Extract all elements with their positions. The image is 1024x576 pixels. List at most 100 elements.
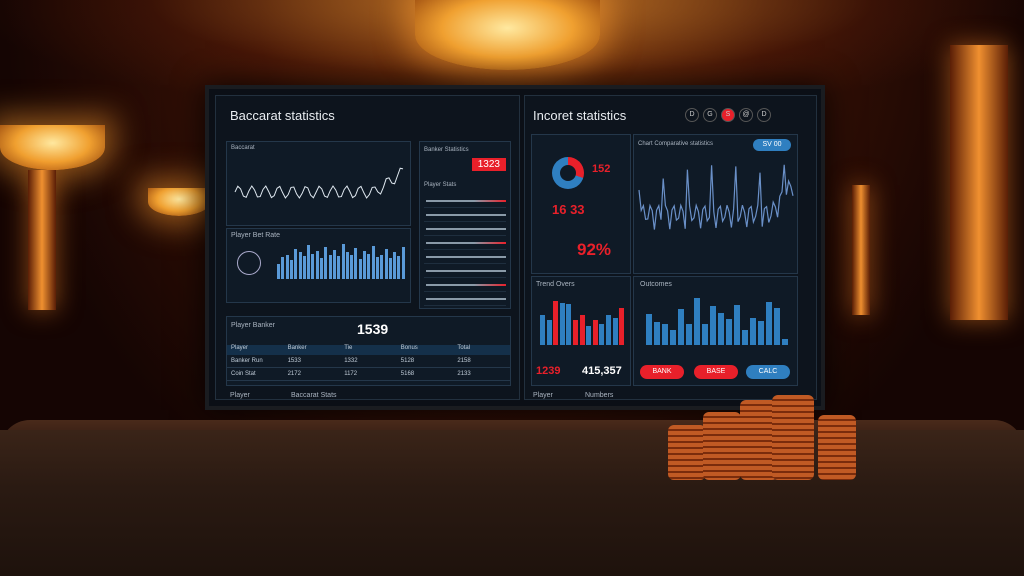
bar xyxy=(734,305,740,345)
bar xyxy=(358,259,362,279)
bar xyxy=(298,252,302,279)
list-item xyxy=(424,222,506,236)
bar xyxy=(702,324,708,345)
bar xyxy=(546,320,552,345)
bar xyxy=(320,257,323,279)
table-cell: 1533 xyxy=(287,358,301,364)
bar xyxy=(367,253,371,279)
bar xyxy=(686,324,692,345)
calc-button[interactable]: CALC xyxy=(746,365,790,379)
bar xyxy=(766,302,772,345)
bar xyxy=(294,248,298,279)
bar xyxy=(371,246,375,279)
bar-group xyxy=(277,244,407,279)
toolbar-button[interactable]: @ xyxy=(739,108,753,122)
table-cell: 5168 xyxy=(400,371,415,377)
wall-light-right xyxy=(950,45,1008,320)
table-cell: 2133 xyxy=(457,371,471,377)
bar xyxy=(337,256,341,279)
bar xyxy=(742,330,748,345)
list-item xyxy=(424,236,506,250)
comparative-chart: Chart Comparative statistics SV 00 xyxy=(633,134,798,274)
toolbar-button[interactable]: G xyxy=(703,108,717,122)
bar xyxy=(311,253,315,279)
bar xyxy=(726,319,732,345)
bar xyxy=(345,252,349,279)
dashboard-monitor: Baccarat statistics Baccarat Player Bet … xyxy=(205,85,825,410)
donut-chart xyxy=(552,157,584,189)
bar xyxy=(375,257,379,279)
list-item xyxy=(424,264,506,278)
bar xyxy=(750,317,756,345)
line-chart-svg xyxy=(234,167,404,199)
column-header: Player xyxy=(231,345,249,351)
bar xyxy=(654,322,660,345)
bar-chart: Player Bet Rate xyxy=(226,228,411,303)
toolbar-button[interactable]: D xyxy=(685,108,699,122)
bar xyxy=(646,314,652,345)
toolbar-button[interactable]: S xyxy=(721,108,735,122)
stats-box: 152 16 33 92% xyxy=(531,134,631,274)
bar xyxy=(281,257,285,279)
bar xyxy=(662,323,668,345)
chart-pill-button[interactable]: SV 00 xyxy=(753,139,791,151)
panel-title: Incoret statistics xyxy=(533,108,627,123)
line-chart: Baccarat xyxy=(226,141,411,226)
baccarat-panel: Baccarat statistics Baccarat Player Bet … xyxy=(215,95,520,400)
gauge-icon xyxy=(237,251,261,275)
bar xyxy=(380,254,384,279)
chip-stack xyxy=(740,400,778,480)
comparative-chart-svg xyxy=(638,164,794,230)
bar xyxy=(401,247,405,279)
bar xyxy=(328,254,332,279)
bar xyxy=(619,307,625,345)
bar xyxy=(553,301,559,345)
bar xyxy=(782,339,788,345)
wall-light-left xyxy=(28,170,56,310)
bottom-select[interactable]: Player xyxy=(230,392,250,399)
table-row: Banker Run 1533 1332 5128 2158 xyxy=(227,355,510,368)
table-cell: 1172 xyxy=(344,371,358,377)
bar xyxy=(586,326,592,345)
incoret-panel: Incoret statistics D G S @ D 152 16 33 92% C… xyxy=(524,95,817,400)
list-item xyxy=(424,278,506,292)
list-item xyxy=(424,292,506,306)
banker-card: Banker Statistics 1323 Player Stats xyxy=(419,141,511,309)
bar xyxy=(307,244,311,279)
base-button[interactable]: BASE xyxy=(694,365,738,379)
bar xyxy=(302,255,306,279)
chip-stack xyxy=(772,395,814,480)
bar xyxy=(350,255,354,279)
table-cell: Banker Run xyxy=(231,358,263,364)
column-header: Tie xyxy=(344,345,353,351)
bar xyxy=(579,315,585,345)
bar xyxy=(363,250,366,279)
list-item xyxy=(424,208,506,222)
bar xyxy=(393,251,397,279)
bar xyxy=(315,250,319,279)
chandelier-left-2 xyxy=(148,188,210,216)
table-cell: 1332 xyxy=(344,358,358,364)
bottom-select[interactable]: Player xyxy=(533,392,553,399)
bar xyxy=(388,258,392,279)
bar xyxy=(678,309,684,345)
bar xyxy=(599,324,605,345)
bar xyxy=(670,330,676,345)
trend-bar-chart: Trend Overs 1239 415,357 xyxy=(531,276,631,386)
table-header: Player Banker Tie Bonus Total xyxy=(227,345,510,355)
summary-table: Player Banker 1539 Player Banker Tie Bonus T… xyxy=(226,316,511,386)
bank-button[interactable]: BANK xyxy=(640,365,684,379)
panel-title: Baccarat statistics xyxy=(230,108,335,123)
list-item xyxy=(424,250,506,264)
column-header: Total xyxy=(457,345,471,351)
bar xyxy=(559,302,565,345)
toolbar-button[interactable]: D xyxy=(757,108,771,122)
bar xyxy=(332,249,336,279)
column-header: Bonus xyxy=(400,345,418,351)
list-item xyxy=(424,194,506,208)
bar xyxy=(397,255,401,279)
bar xyxy=(285,254,289,279)
bar xyxy=(710,306,716,345)
table-cell: 2172 xyxy=(287,371,301,377)
bar xyxy=(573,320,578,345)
